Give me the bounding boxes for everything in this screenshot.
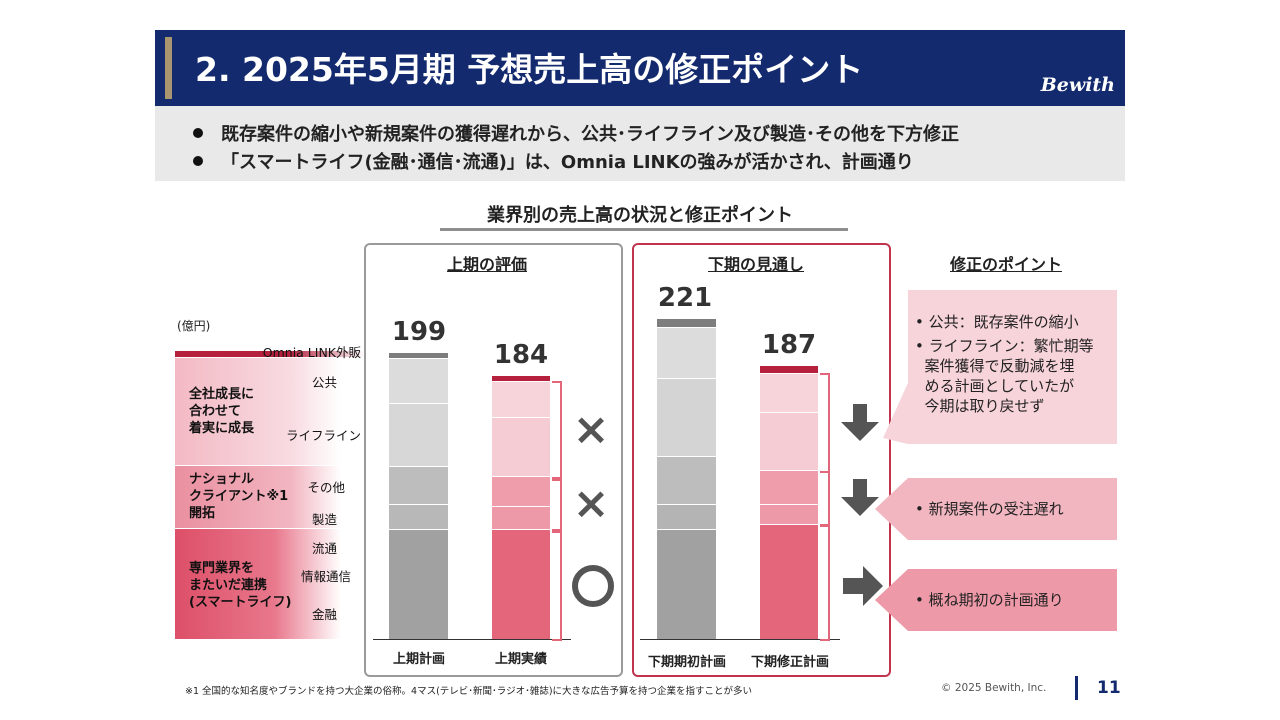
- bar-h2-plan-smartlife: [657, 529, 716, 639]
- bar-h1-plan-other: [389, 466, 448, 504]
- band-label-growth: 全社成長に 合わせて 着実に成長: [189, 387, 255, 436]
- callout-3-text: • 概ね期初の計画通り: [915, 591, 1064, 609]
- arrow-down-icon: [841, 404, 879, 441]
- first-half-header: 上期の評価: [447, 255, 528, 274]
- bracket-h1-mid: [552, 479, 562, 531]
- segment-label-finance: 金融: [311, 607, 337, 622]
- bar-h2-plan-lifeline: [657, 378, 716, 456]
- bar-h2-revised-lifeline: [760, 412, 818, 470]
- segment-label-manufacturing: 製造: [311, 512, 337, 527]
- arrow-right-icon: [843, 566, 883, 606]
- bar-h2-plan-other: [657, 456, 716, 504]
- bar-h2-revised-public: [760, 373, 818, 412]
- callout-1-text: • 公共：既存案件の縮小 • ライフライン：繁忙期等 案件獲得で反動減を埋 める…: [915, 313, 1094, 415]
- value-h1-actual: 184: [493, 340, 549, 370]
- bracket-h2-bottom: [820, 525, 830, 641]
- segment-label-lifeline: ライフライン: [285, 428, 361, 443]
- bar-h2-plan-manufacturing: [657, 504, 716, 529]
- bar-h1-actual-smartlife: [492, 529, 550, 639]
- bracket-h1-top: [552, 381, 562, 479]
- second-half-panel: [632, 243, 891, 677]
- bullet-dot-icon: [193, 128, 203, 138]
- bracket-h2-mid: [820, 471, 830, 526]
- page-title: 2. 2025年5月期 予想売上高の修正ポイント: [195, 50, 864, 89]
- subtitle-underline: [440, 228, 848, 231]
- bar-h2-plan-public: [657, 327, 716, 378]
- bar-h2-revised-smartlife: [760, 524, 818, 639]
- band-smart-life: [175, 529, 341, 639]
- callout-2-text: • 新規案件の受注遅れ: [915, 500, 1064, 518]
- band-growth: [175, 358, 341, 465]
- callout-2-shape: [875, 478, 1117, 540]
- summary-bullet-1: 既存案件の縮小や新規案件の獲得遅れから、公共･ライフライン及び製造･その他を下方…: [193, 120, 959, 146]
- bar-h1-actual-lifeline: [492, 417, 550, 476]
- page-number-bar: [1075, 676, 1078, 700]
- bracket-h2-top: [820, 373, 830, 473]
- unit-label: (億円): [177, 319, 211, 333]
- bewith-logo: Bewith: [1040, 74, 1115, 96]
- arrow-down-icon: [841, 479, 879, 516]
- segment-label-telecom: 情報通信: [300, 569, 351, 584]
- summary-bullet-2: 「スマートライフ(金融･通信･流通)」は、Omnia LINKの強みが活かされ、…: [193, 148, 914, 174]
- bar-h2-revised-manufacturing: [760, 504, 818, 524]
- xlabel-h2-plan: 下期期初計画: [647, 655, 726, 670]
- page-number: 11: [1097, 678, 1121, 698]
- chart-subtitle: 業界別の売上高の状況と修正ポイント: [487, 205, 793, 226]
- band-national-client: [175, 466, 341, 528]
- value-h2-revised: 187: [761, 330, 817, 360]
- summary-box: 既存案件の縮小や新規案件の獲得遅れから、公共･ライフライン及び製造･その他を下方…: [155, 106, 1125, 181]
- bar-h1-plan-smartlife: [389, 529, 448, 639]
- first-half-panel: [364, 243, 623, 677]
- segment-label-omnia: Omnia LINK外販: [262, 345, 361, 360]
- callout-1-shape: [883, 290, 1117, 444]
- value-h1-plan: 199: [391, 317, 447, 347]
- bullet-dot-icon: [193, 156, 203, 166]
- slide: 2. 2025年5月期 予想売上高の修正ポイント Bewith 既存案件の縮小や…: [155, 30, 1125, 705]
- bar-h1-plan-public: [389, 358, 448, 403]
- bar-h1-plan-lifeline: [389, 403, 448, 466]
- value-h2-plan: 221: [657, 283, 713, 313]
- band-label-smart-life: 専門業界を またいだ連携 (スマートライフ): [189, 561, 292, 610]
- xlabel-h1-plan: 上期計画: [392, 652, 445, 667]
- bar-h2-revised-other: [760, 470, 818, 504]
- bar-h1-plan-omnia: [389, 352, 448, 358]
- bar-h1-actual-omnia: [492, 375, 550, 381]
- bracket-h1-bottom: [552, 531, 562, 641]
- bar-h2-plan-omnia: [657, 318, 716, 327]
- points-header: 修正のポイント: [950, 255, 1063, 274]
- callout-3-shape: [875, 569, 1117, 631]
- bar-h1-plan-manufacturing: [389, 504, 448, 529]
- xlabel-h2-revised: 下期修正計画: [750, 655, 829, 670]
- bar-h1-actual-manufacturing: [492, 506, 550, 529]
- footnote: ※1 全国的な知名度やブランドを持つ大企業の俗称。4マス(テレビ･新聞･ラジオ･…: [185, 686, 753, 697]
- omnia-band: [175, 351, 365, 357]
- baseline-h2: [640, 639, 840, 640]
- bar-h1-actual-other: [492, 476, 550, 506]
- segment-label-distribution: 流通: [311, 541, 337, 556]
- mark-h1-mid: ×: [572, 478, 610, 529]
- copyright: © 2025 Bewith, Inc.: [941, 682, 1047, 694]
- mark-h1-top: ×: [572, 404, 610, 455]
- title-bar: 2. 2025年5月期 予想売上高の修正ポイント Bewith: [155, 30, 1125, 106]
- baseline-h1: [373, 639, 571, 640]
- bar-h1-actual-public: [492, 381, 550, 417]
- band-label-national-client: ナショナル クライアント※1 開拓: [189, 472, 289, 521]
- bar-h2-revised-omnia: [760, 365, 818, 373]
- xlabel-h1-actual: 上期実績: [494, 652, 547, 667]
- segment-label-other: その他: [307, 480, 345, 495]
- segment-label-public: 公共: [311, 375, 337, 390]
- title-accent-bar: [165, 37, 172, 99]
- circle-mark-icon: [572, 565, 614, 607]
- second-half-header: 下期の見通し: [708, 255, 805, 274]
